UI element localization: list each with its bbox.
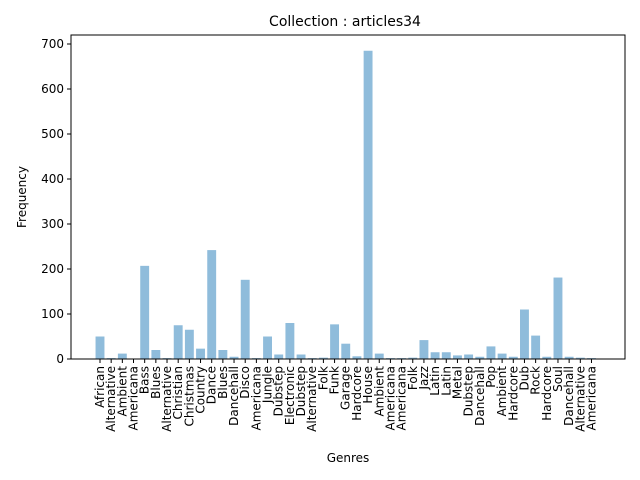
bar-22 [341,343,351,359]
y-axis-label: Frequency [15,166,29,228]
x-tick-label-3: Americana [127,366,141,430]
y-tick-label-2: 200 [41,262,64,276]
x-tick-label-10: Dance [205,366,219,404]
x-tick-label-17: Electronic [283,366,297,425]
x-tick-label-32: Metal [450,366,464,399]
x-tick-label-22: Garage [339,366,353,410]
bar-15 [263,336,272,359]
bar-17 [285,323,295,359]
x-tick-label-8: Christmas [182,366,196,427]
x-tick-label-12: Dancehall [227,366,241,426]
x-tick-label-39: Rock [529,366,543,395]
bar-7 [173,325,183,359]
x-tick-label-40: Hardcore [540,366,554,421]
x-tick-label-1: Alternative [104,366,118,432]
x-tick-label-30: Latin [428,366,442,396]
x-tick-label-0: African [93,366,107,408]
x-tick-label-38: Dub [517,366,531,390]
bar-11 [218,350,228,359]
x-tick-label-36: Ambient [495,366,509,417]
bar-34 [475,356,485,359]
y-tick-label-6: 600 [41,82,64,96]
y-tick-label-1: 100 [41,307,64,321]
y-tick-label-7: 700 [41,37,64,51]
bar-24 [363,50,373,359]
bar-29 [419,340,429,359]
x-axis: AfricanAlternativeAmbientAmericanaBassBl… [93,359,598,432]
bar-0 [95,336,105,359]
y-tick-label-3: 300 [41,217,64,231]
x-tick-label-43: Alternative [573,366,587,432]
bar-18 [296,354,306,359]
bar-31 [441,352,451,359]
bar-21 [330,324,340,359]
x-tick-label-9: Country [194,366,208,414]
x-tick-label-18: Dubstep [294,366,308,416]
bar-28 [408,357,418,359]
x-tick-label-23: Hardcore [350,366,364,421]
x-tick-label-6: Alternative [160,366,174,432]
bar-10 [207,250,217,359]
x-tick-label-20: Folk [316,366,330,390]
x-tick-label-42: Dancehall [562,366,576,426]
bar-4 [140,265,150,359]
x-tick-label-31: Latin [439,366,453,396]
bar-37 [508,356,518,359]
bar-39 [531,335,541,359]
x-tick-label-7: Christian [171,366,185,420]
x-tick-label-34: Dancehall [473,366,487,426]
x-tick-label-15: Jungle [261,366,275,404]
x-tick-label-29: Jazz [417,366,431,391]
bar-20 [318,357,328,359]
x-tick-label-35: Pop [484,366,498,388]
x-tick-label-4: Bass [138,366,152,394]
x-tick-label-21: Funk [328,366,342,394]
x-tick-label-24: House [361,366,375,404]
chart-title: Collection : articles34 [269,14,421,30]
bar-32 [452,355,462,359]
x-tick-label-25: Ambient [372,366,386,417]
bar-13 [240,279,250,359]
y-axis: 0 100 200 300 400 500 600 700 [41,37,71,366]
y-tick-label-4: 400 [41,172,64,186]
x-tick-label-33: Dubstep [462,366,476,416]
x-tick-label-19: Alternative [305,366,319,432]
x-tick-label-27: Americana [395,366,409,430]
bar-43 [575,357,585,359]
bar-33 [464,354,474,359]
bar-2 [117,353,127,359]
x-tick-label-44: Americana [584,366,598,430]
y-tick-label-5: 500 [41,127,64,141]
bar-38 [520,309,529,359]
x-tick-label-28: Folk [406,366,420,390]
x-tick-label-14: Americana [249,366,263,430]
x-tick-label-13: Disco [238,366,252,399]
x-tick-label-5: Blues [149,366,163,399]
bar-36 [497,353,507,359]
bar-35 [486,346,496,359]
bar-42 [564,356,574,359]
bar-16 [274,354,284,359]
bar-5 [151,350,161,359]
bar-30 [430,352,440,359]
bar-9 [196,348,205,359]
bar-41 [553,277,563,359]
bar-40 [542,356,552,359]
bar-12 [229,356,239,359]
x-tick-label-2: Ambient [115,366,129,417]
x-tick-label-26: Americana [383,366,397,430]
x-axis-label: Genres [327,451,370,465]
bar-8 [184,329,194,359]
bar-25 [374,353,384,359]
bars-group [95,50,596,359]
x-tick-label-41: Soul [551,366,565,392]
x-tick-label-11: Blues [216,366,230,399]
x-tick-label-16: Dubstep [272,366,286,416]
bar-23 [352,356,362,359]
plot-frame [70,34,626,360]
y-tick-label-0: 0 [56,352,64,366]
x-tick-label-37: Hardcore [506,366,520,421]
